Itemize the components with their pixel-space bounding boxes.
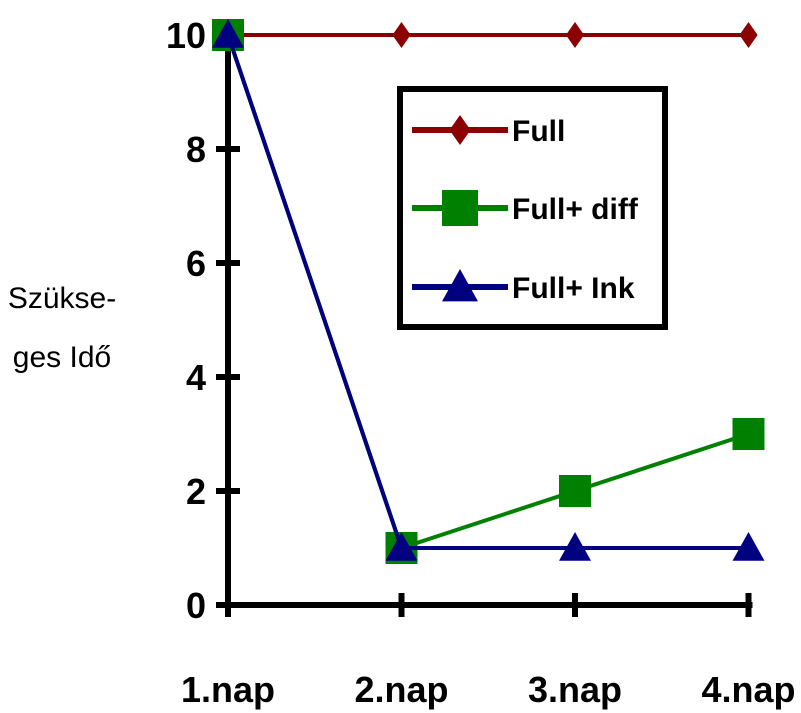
legend-swatch-marker <box>449 115 471 145</box>
axes: 0 2 4 6 8 10 1.nap 2.nap 3.nap 4.nap <box>166 15 796 710</box>
y-axis-title-line-1: Szükse- <box>8 282 116 315</box>
y-tick-label: 10 <box>166 15 206 56</box>
y-tick-label: 4 <box>186 357 206 398</box>
data-point <box>732 418 765 450</box>
data-point <box>732 532 765 561</box>
y-tick-label: 0 <box>186 585 206 626</box>
data-point <box>559 532 591 561</box>
legend-label: Full+ diff <box>512 193 639 226</box>
y-ticks: 0 2 4 6 8 10 <box>166 15 240 626</box>
x-tick-label: 1.nap <box>181 669 275 710</box>
data-point <box>212 19 244 48</box>
legend-label: Full <box>512 115 565 148</box>
legend-item: Full <box>412 115 565 148</box>
x-ticks: 1.nap 2.nap 3.nap 4.nap <box>181 593 796 710</box>
x-tick-label: 2.nap <box>354 669 448 710</box>
data-point <box>565 22 585 48</box>
legend-swatch-marker <box>442 190 478 226</box>
series-full <box>218 22 758 48</box>
series-full-ink <box>212 19 765 561</box>
data-point <box>385 532 418 561</box>
y-tick-label: 8 <box>186 129 206 170</box>
series-line <box>226 34 749 550</box>
legend-label: Full+ Ink <box>512 272 635 305</box>
y-axis-title-line-2: ges Idő <box>13 341 111 374</box>
data-point <box>559 475 591 507</box>
y-tick-label: 2 <box>186 471 206 512</box>
y-axis-title: Szükse- ges Idő <box>8 282 116 374</box>
x-tick-label: 4.nap <box>701 669 795 710</box>
series-layer <box>212 19 765 564</box>
legend: Full Full+ diff Full+ Ink <box>397 86 668 330</box>
legend-item: Full+ diff <box>412 190 639 226</box>
legend-item: Full+ Ink <box>412 269 635 305</box>
x-tick-label: 3.nap <box>528 669 622 710</box>
data-point <box>739 22 758 48</box>
data-point <box>392 22 411 48</box>
y-tick-label: 6 <box>186 243 206 284</box>
legend-swatch-marker <box>442 269 478 302</box>
